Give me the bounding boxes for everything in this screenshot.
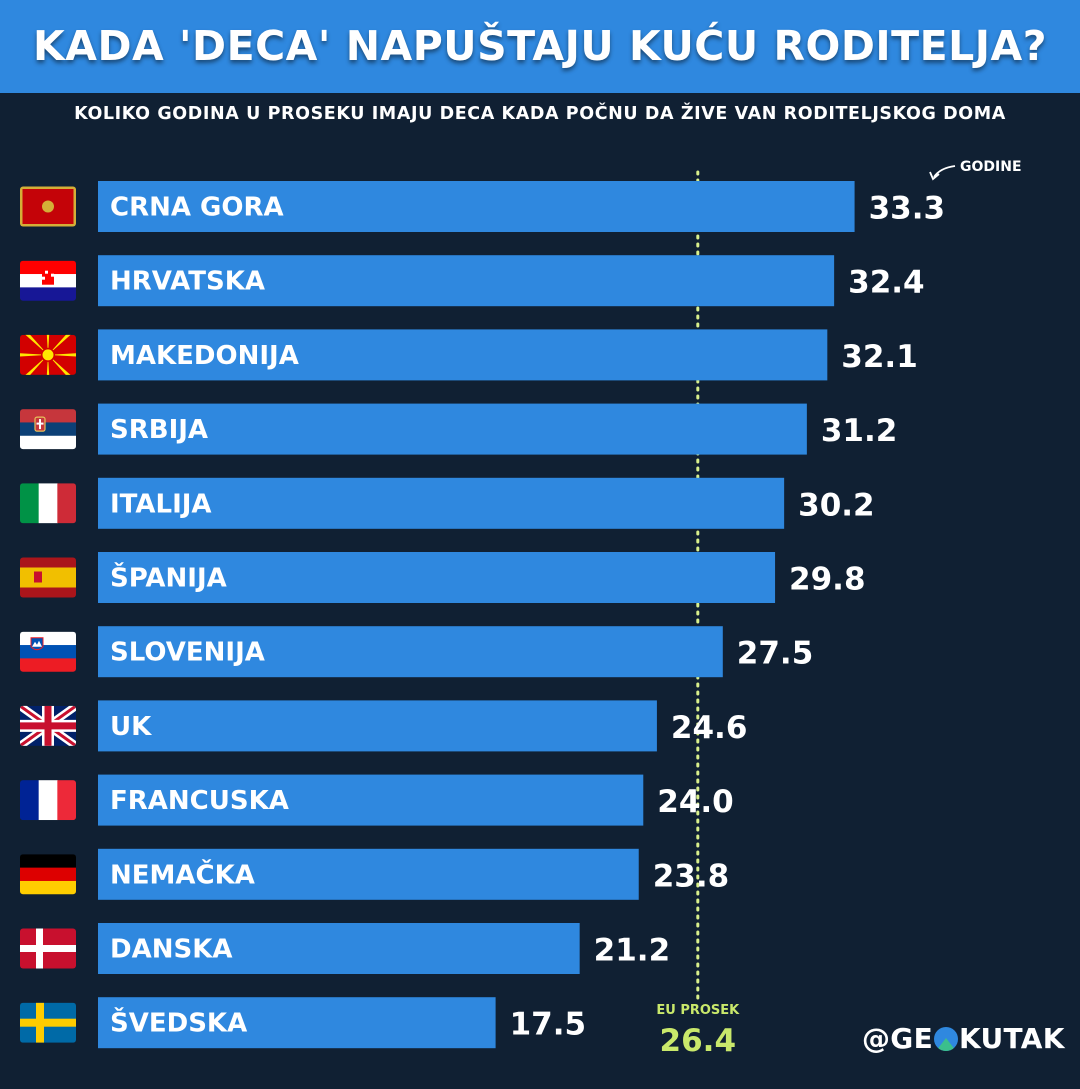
bar [98, 477, 785, 529]
value-label: 32.1 [841, 339, 918, 375]
value-label: 21.2 [594, 933, 671, 969]
value-label: 27.5 [737, 636, 814, 672]
category-label: CRNA GORA [110, 193, 284, 223]
bar [98, 626, 723, 678]
flag-north-macedonia [20, 334, 76, 375]
bar [98, 181, 855, 232]
flag-france [20, 780, 76, 821]
brand-prefix: @GE [862, 1022, 934, 1055]
flag-montenegro [20, 186, 76, 227]
category-label: FRANCUSKA [110, 786, 289, 816]
category-label: ŠPANIJA [110, 562, 227, 594]
unit-arrow-head [929, 171, 940, 181]
brand-handle: @GE KUTAK [862, 1022, 1065, 1055]
flag-spain [20, 557, 76, 598]
value-label: 17.5 [510, 1007, 586, 1043]
bar [98, 552, 776, 603]
title-band [0, 0, 1080, 93]
value-label: 32.4 [848, 265, 925, 301]
flag-uk [20, 705, 76, 746]
flag-denmark [20, 928, 76, 969]
category-label: ŠVEDSKA [110, 1007, 247, 1039]
bar [98, 848, 639, 900]
bar [98, 255, 835, 307]
category-label: MAKEDONIJA [110, 341, 299, 371]
flag-croatia [20, 260, 76, 301]
category-label: DANSKA [110, 935, 232, 965]
unit-arrow [933, 165, 956, 178]
flag-germany [20, 854, 76, 895]
bar [98, 774, 644, 826]
value-label: 23.8 [653, 858, 730, 894]
bar [98, 923, 580, 974]
bar [98, 997, 496, 1049]
value-label: 29.8 [789, 562, 866, 598]
category-label: NEMAČKA [110, 858, 255, 890]
category-label: SLOVENIJA [110, 638, 265, 668]
flag-serbia [20, 409, 76, 450]
category-label: UK [110, 712, 152, 742]
bar [98, 403, 807, 455]
value-label: 33.3 [869, 191, 946, 227]
category-label: SRBIJA [110, 415, 208, 445]
category-label: HRVATSKA [110, 267, 265, 297]
globe-mountain-icon [934, 1027, 959, 1051]
value-label: 30.2 [798, 487, 875, 523]
eu-average-value: 26.4 [660, 1023, 737, 1059]
category-label: ITALIJA [110, 489, 212, 519]
bar [98, 329, 828, 381]
bar [98, 700, 657, 752]
chart-subtitle: KOLIKO GODINA U PROSEKU IMAJU DECA KADA … [74, 104, 1006, 124]
chart-title: KADA 'DECA' NAPUŠTAJU KUĆU RODITELJA? [32, 22, 1048, 70]
flag-sweden [20, 1002, 76, 1043]
unit-label: GODINE [960, 159, 1022, 175]
flag-italy [20, 483, 76, 524]
flag-slovenia [20, 631, 76, 672]
eu-average-label: EU PROSEK [656, 1003, 740, 1018]
value-label: 31.2 [821, 413, 898, 449]
brand-suffix: KUTAK [959, 1022, 1065, 1055]
value-label: 24.0 [657, 784, 734, 820]
value-label: 24.6 [671, 710, 748, 746]
